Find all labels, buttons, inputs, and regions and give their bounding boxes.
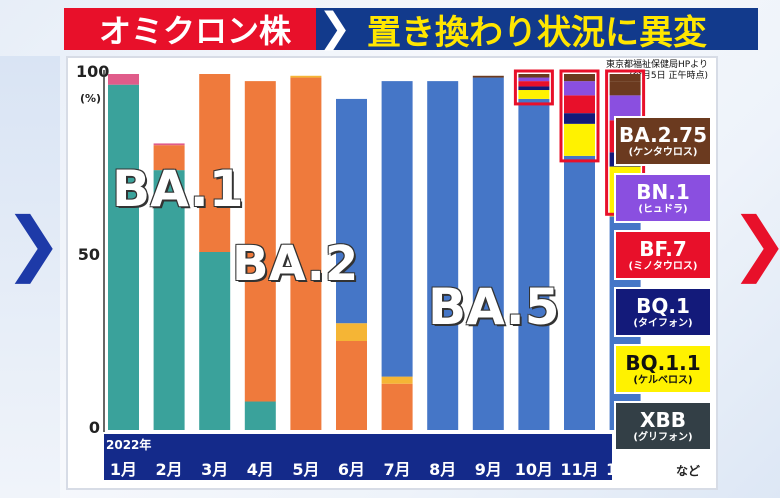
background-decoration <box>0 56 60 498</box>
y-tick-0: 0 <box>88 418 100 437</box>
bar-9月-BA.5 <box>472 77 504 430</box>
year-label: 2022年 <box>106 438 152 452</box>
legend-item: BQ.1 (タイフォン) <box>614 287 712 337</box>
legend-sub: (ケルベロス) <box>633 374 693 386</box>
bar-5月-BA.2 <box>290 77 322 430</box>
label-ba1: BA.1 <box>112 160 244 218</box>
bar-4月-BA.1 <box>244 401 276 430</box>
left-chevron-icon: ❯ <box>4 202 63 284</box>
bar-2月-other <box>153 143 185 146</box>
legend-item: BN.1 (ヒュドラ) <box>614 173 712 223</box>
bar-3月-BA.1 <box>199 252 231 430</box>
legend-name: BA.2.75 <box>618 122 708 147</box>
bar-10月-BN.1 <box>518 77 550 82</box>
x-tick-label: 9月 <box>474 460 502 479</box>
month-axis-bar <box>104 434 612 480</box>
legend-item: BF.7 (ミノタウロス) <box>614 230 712 280</box>
highlight-box-11月 <box>559 69 600 163</box>
bar-6月-BA.2 <box>336 341 367 430</box>
legend-item: XBB (グリフォン) <box>614 401 712 451</box>
highlight-box-10月 <box>513 69 554 106</box>
bar-12月-remainder <box>609 74 641 82</box>
bar-8月-BA.5 <box>427 81 459 431</box>
label-ba2: BA.2 <box>232 236 359 292</box>
source-line1: 東京都福祉保健局HPより <box>605 60 708 70</box>
bar-6月-other <box>336 323 367 341</box>
bar-11月-BA.5 <box>564 155 595 430</box>
bar-3月-BA.2 <box>199 74 231 252</box>
right-chevron-icon: ❯ <box>730 208 780 278</box>
bar-7月-BA.2 <box>381 383 413 430</box>
bar-4月-BA.2 <box>244 81 276 402</box>
bar-10月-BF.7 <box>518 81 550 87</box>
legend-item: BA.2.75 (ケンタウロス) <box>614 116 712 166</box>
legend-sub: (ケンタウロス) <box>628 146 698 158</box>
legend-name: XBB <box>640 407 686 432</box>
x-tick-label: 5月 <box>292 460 320 479</box>
bar-11月-BN.1 <box>564 81 595 96</box>
legend-sub: (ミノタウロス) <box>628 260 698 272</box>
x-tick-label: 6月 <box>337 460 366 479</box>
bar-2月-BA.1 <box>153 170 185 430</box>
bar-6月-BA.5 <box>336 98 367 324</box>
bar-10月-BQ.1.1 <box>518 90 550 99</box>
bar-11月-BQ.1.1 <box>564 123 595 156</box>
x-tick-label: 12月 <box>605 460 645 479</box>
bar-1月-other <box>108 74 139 85</box>
bar-1月-BA.1 <box>108 84 139 431</box>
y-unit: (%) <box>80 92 102 105</box>
title-left: オミクロン株 <box>64 8 326 50</box>
bar-2月-BA.2 <box>153 145 185 171</box>
legend-sub: (タイフォン) <box>633 317 693 329</box>
bar-7月-other <box>381 376 413 384</box>
bar-11月-BF.7 <box>564 95 595 114</box>
legend-sub: (グリフォン) <box>633 431 693 443</box>
label-ba5: BA.5 <box>428 278 560 336</box>
bar-7月-BA.5 <box>381 81 413 377</box>
bar-10月-BA.2.75 <box>518 74 550 78</box>
bar-10月-BA.5 <box>518 98 550 431</box>
title-right: 置き換わり状況に異変 <box>316 8 758 53</box>
y-tick-50: 50 <box>77 245 100 264</box>
bar-5月-other <box>290 75 322 78</box>
x-tick-label: 7月 <box>383 460 411 479</box>
source-line2: (今月5日 正午時点) <box>629 71 708 81</box>
x-tick-label: 2月 <box>155 460 183 479</box>
legend-sub: (ヒュドラ) <box>638 203 688 215</box>
legend-name: BF.7 <box>639 236 687 261</box>
x-tick-label: 4月 <box>246 460 274 479</box>
x-tick-label: 3月 <box>201 460 229 479</box>
bar-9月-BA.2.75 <box>472 75 504 78</box>
legend-name: BQ.1.1 <box>625 350 701 375</box>
legend-name: BN.1 <box>636 179 690 204</box>
legend-footer: など <box>676 464 701 478</box>
bar-11月-BA.2.75 <box>564 74 595 82</box>
bar-11月-BQ.1 <box>564 113 595 124</box>
bar-12月-BA.2.75 <box>609 81 641 96</box>
bar-10月-BQ.1 <box>518 86 550 91</box>
title-chevron-icon: ❯ <box>318 5 352 51</box>
x-tick-label: 8月 <box>429 460 457 479</box>
source-note: 東京都福祉保健局HPより (今月5日 正午時点) <box>606 60 708 82</box>
legend-item: BQ.1.1 (ケルベロス) <box>614 344 712 394</box>
x-tick-label: 10月 <box>514 460 554 479</box>
legend-name: BQ.1 <box>636 293 690 318</box>
x-tick-label: 11月 <box>560 460 599 479</box>
x-tick-label: 1月 <box>109 460 138 479</box>
